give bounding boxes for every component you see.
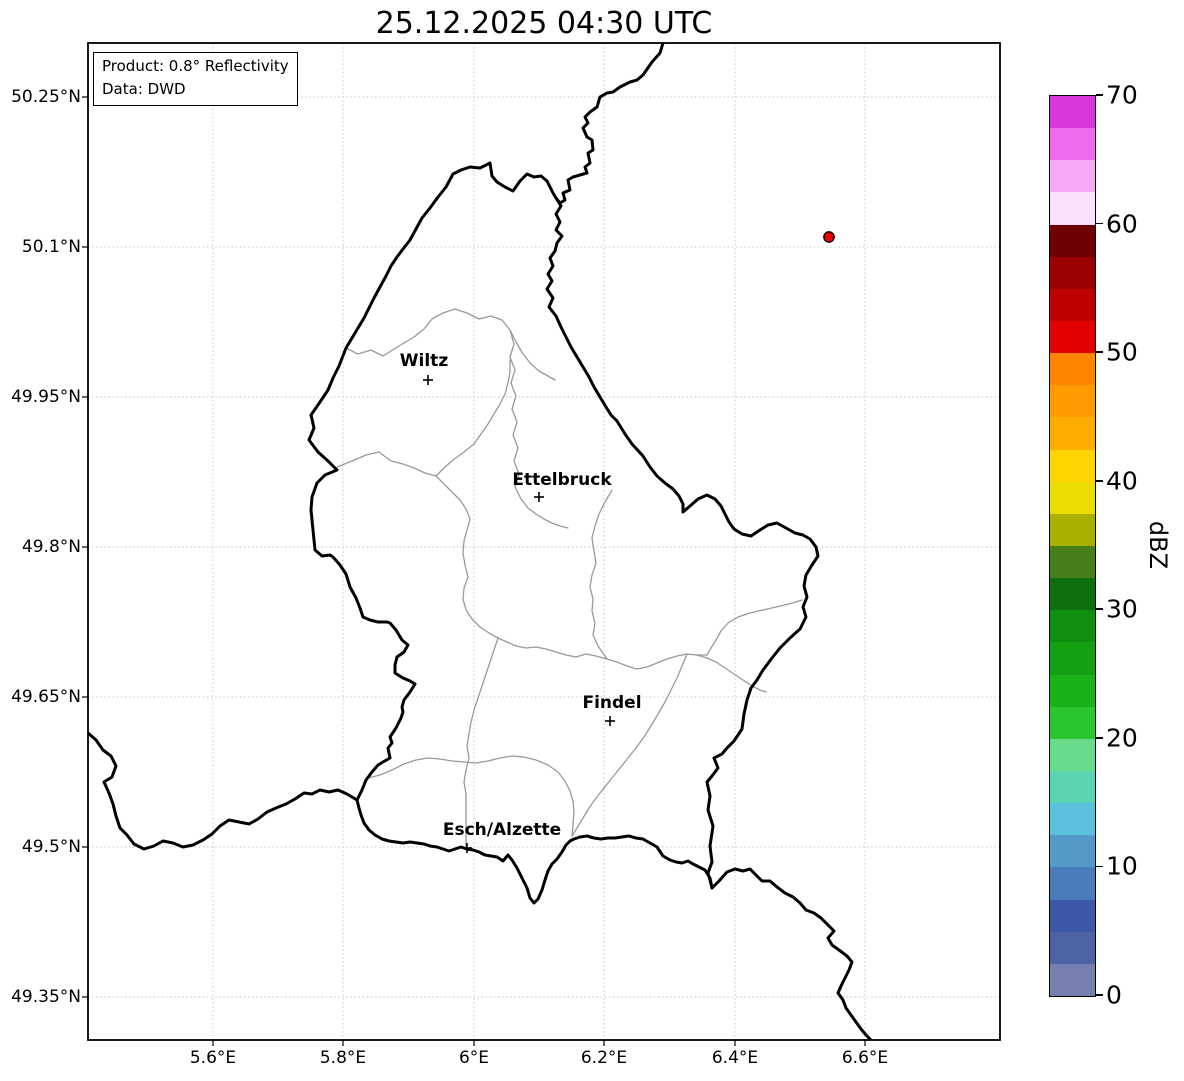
colorbar-tick-label: 40 [1106, 466, 1138, 496]
colorbar-tickmark [1096, 351, 1103, 353]
plot-frame [87, 42, 1001, 1041]
y-tick-label: 49.95°N [11, 387, 81, 407]
country-border-france_west [88, 731, 359, 851]
colorbar-segment [1050, 385, 1095, 418]
colorbar-segment [1050, 610, 1095, 643]
colorbar-segment [1050, 642, 1095, 675]
colorbar-tickmark [1096, 222, 1103, 225]
x-tick-label: 6.6°E [841, 1048, 889, 1068]
canton-border [463, 637, 499, 849]
colorbar-tickmark [1096, 608, 1103, 611]
colorbar-tickmark [1096, 94, 1103, 96]
colorbar-segment [1050, 481, 1095, 514]
canton-border [571, 653, 688, 837]
colorbar-segment [1050, 449, 1095, 482]
colorbar-tickmark [1096, 479, 1103, 482]
colorbar-segment [1050, 321, 1095, 354]
grid-layer [88, 43, 1000, 1040]
colorbar-tick-label: 10 [1106, 851, 1138, 881]
colorbar-segment [1050, 738, 1095, 772]
colorbar-segment [1050, 513, 1095, 547]
colorbar-segment [1050, 867, 1095, 900]
colorbar-segment [1050, 192, 1095, 225]
country-borders-layer [88, 43, 873, 1040]
colorbar-segment [1050, 931, 1095, 964]
city-label: Esch/Alzette [442, 820, 562, 840]
colorbar-segment [1050, 96, 1095, 129]
colorbar-segment [1050, 546, 1095, 579]
colorbar-segment [1050, 578, 1095, 611]
colorbar-segment [1050, 771, 1095, 804]
colorbar-unit-label: dBZ [1144, 520, 1172, 570]
colorbar-segment [1050, 963, 1095, 996]
canton-border [606, 653, 767, 693]
colorbar-segment [1050, 160, 1095, 193]
colorbar-segment [1050, 128, 1095, 161]
colorbar-tickmark [1096, 737, 1103, 739]
colorbar-segment [1050, 417, 1095, 450]
canton-border [435, 475, 608, 660]
colorbar-segment [1050, 288, 1095, 322]
y-tick-label: 49.8°N [21, 537, 81, 557]
colorbar-tick-label: 50 [1106, 337, 1138, 367]
product-info-line2: Data: DWD [102, 80, 186, 98]
y-tick-label: 50.1°N [21, 237, 81, 257]
colorbar-tick-label: 30 [1106, 594, 1138, 624]
colorbar-tick-label: 0 [1106, 980, 1122, 1010]
city-markers-layer [423, 375, 615, 853]
x-tick-label: 5.8°E [319, 1048, 367, 1068]
colorbar-segment [1050, 256, 1095, 289]
country-border-france_germany [710, 867, 873, 1040]
plot-title: 25.12.2025 04:30 UTC [375, 6, 713, 41]
y-tick-label: 50.25°N [11, 87, 81, 107]
y-tick-label: 49.35°N [11, 987, 81, 1007]
canton-border [367, 755, 575, 837]
canton-border [336, 359, 511, 477]
x-tick-label: 5.6°E [189, 1048, 237, 1068]
canton-border [345, 308, 556, 381]
country-border-luxembourg [307, 161, 820, 905]
colorbar-segment [1050, 835, 1095, 868]
colorbar-tick-label: 20 [1106, 723, 1138, 753]
radar-location-dot [823, 231, 835, 243]
axis-tickmarks-layer [82, 96, 866, 1046]
colorbar-segment [1050, 899, 1095, 932]
country-border-belgium_germany [554, 43, 665, 205]
y-tick-label: 49.65°N [11, 687, 81, 707]
canton-border [509, 329, 569, 529]
colorbar-segment [1050, 803, 1095, 836]
colorbar [1049, 95, 1096, 997]
y-tick-label: 49.5°N [21, 837, 81, 857]
colorbar-tick-label: 60 [1106, 209, 1138, 239]
colorbar-segment [1050, 224, 1095, 257]
colorbar-tickmark [1096, 994, 1103, 996]
canton-border [589, 489, 613, 660]
colorbar-tick-label: 70 [1106, 80, 1138, 110]
product-info-line1: Product: 0.8° Reflectivity [102, 57, 289, 75]
x-tick-label: 6.2°E [580, 1048, 628, 1068]
colorbar-segment [1050, 706, 1095, 739]
x-tick-label: 6.4°E [711, 1048, 759, 1068]
canton-border [696, 599, 803, 656]
city-label: Wiltz [399, 351, 449, 371]
colorbar-segment [1050, 353, 1095, 386]
city-label: Ettelbruck [512, 470, 612, 490]
canton-borders-layer [336, 308, 803, 849]
colorbar-tickmark [1096, 865, 1103, 868]
x-tick-label: 6°E [458, 1048, 490, 1068]
colorbar-segment [1050, 674, 1095, 707]
product-info-box: Product: 0.8° Reflectivity Data: DWD [93, 52, 298, 106]
city-label: Findel [582, 693, 642, 713]
